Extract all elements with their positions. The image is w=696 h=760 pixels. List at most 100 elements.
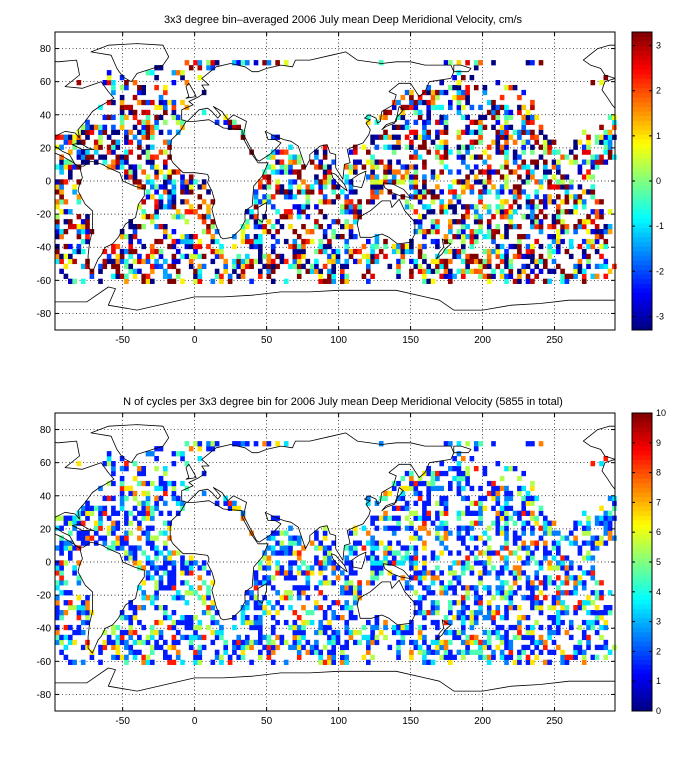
bin-cell [111,525,116,531]
bin-cell [426,204,432,210]
bin-cell [456,550,462,556]
bin-cell [512,209,518,215]
bin-cell [292,619,298,626]
bin-cell [322,278,328,284]
bin-cell [573,605,578,611]
bin-cell [491,229,496,235]
bin-cell [258,615,263,621]
bin-cell [413,550,419,556]
bin-cell [206,60,211,66]
bin-cell [163,530,168,536]
bin-cell [508,654,514,660]
bin-cell [137,224,142,230]
coastline [331,553,348,573]
bin-cell [145,124,151,130]
bin-cell [72,248,77,255]
bin-cell [547,194,552,200]
bin-cell [124,629,129,636]
bin-cell [426,209,432,215]
bin-cell [353,545,358,551]
bin-cell [560,273,565,279]
bin-cell [145,278,151,284]
bin-cell [262,263,267,270]
bin-cell [296,253,302,260]
bin-cell [253,441,259,447]
bin-cell [435,515,440,521]
bin-cell [452,204,457,210]
bin-cell [517,515,522,521]
bin-cell [72,605,77,611]
bin-cell [270,169,276,175]
coastline [436,619,452,641]
bin-cell [465,94,470,101]
bin-cell [409,654,414,660]
bin-cell [448,550,453,556]
bin-cell [68,219,73,225]
bin-cell [530,60,535,66]
bin-cell [439,169,445,175]
bin-cell [607,229,613,235]
colorbar-segment [632,59,652,65]
bin-cell [137,85,142,91]
bin-cell [366,174,371,180]
bin-cell [491,441,496,447]
bin-cell [171,580,177,586]
bin-cell [175,500,181,506]
bin-cell [495,530,501,536]
bin-cell [383,144,388,150]
bin-cell [175,258,181,265]
bin-cell [219,629,224,636]
bin-cell [141,530,147,536]
bin-cell [296,540,302,546]
bin-cell [374,525,380,531]
bin-cell [314,224,319,230]
bin-cell [318,590,324,596]
colorbar-segment [632,297,652,303]
bin-cell [525,179,531,185]
bin-cell [448,441,453,447]
bin-cell [171,80,177,86]
bin-cell [111,495,116,502]
bin-cell [426,129,432,135]
bin-cell [72,515,77,521]
coastline [169,119,269,240]
bin-cell [590,600,596,606]
bin-cell [456,129,462,135]
bin-cell [102,263,108,270]
bin-cell [175,451,181,457]
bin-cell [106,99,112,106]
bin-cell [551,164,557,170]
bin-cell [461,629,466,636]
bin-cell [80,629,86,636]
bin-cell [158,565,164,571]
bin-cell [85,134,90,140]
bin-cell [448,149,453,155]
bin-cell [551,248,557,255]
bin-cell [512,184,518,190]
bin-cell [171,565,177,571]
bin-cell [184,184,190,190]
bin-cell [119,114,125,121]
bin-cell [175,590,181,596]
bin-cell [106,545,112,551]
bin-cell [331,253,337,260]
bin-cell [404,199,410,205]
bin-cell [59,199,64,205]
bin-cell [335,629,341,636]
bin-cell [145,495,151,502]
bin-cell [461,204,466,210]
bin-cell [525,164,531,170]
bin-cell [556,545,561,551]
bin-cell [76,234,82,240]
y-tick-label: -60 [37,276,52,287]
bin-cell [266,545,272,551]
colorbar-segment [632,478,652,484]
x-tick-label: 150 [402,335,419,346]
bin-cell [154,629,159,636]
bin-cell [158,263,164,270]
bin-cell [111,540,116,546]
bin-cell [499,94,505,101]
bin-cell [521,114,527,121]
bin-cell [357,204,362,210]
bin-cell [473,179,479,185]
